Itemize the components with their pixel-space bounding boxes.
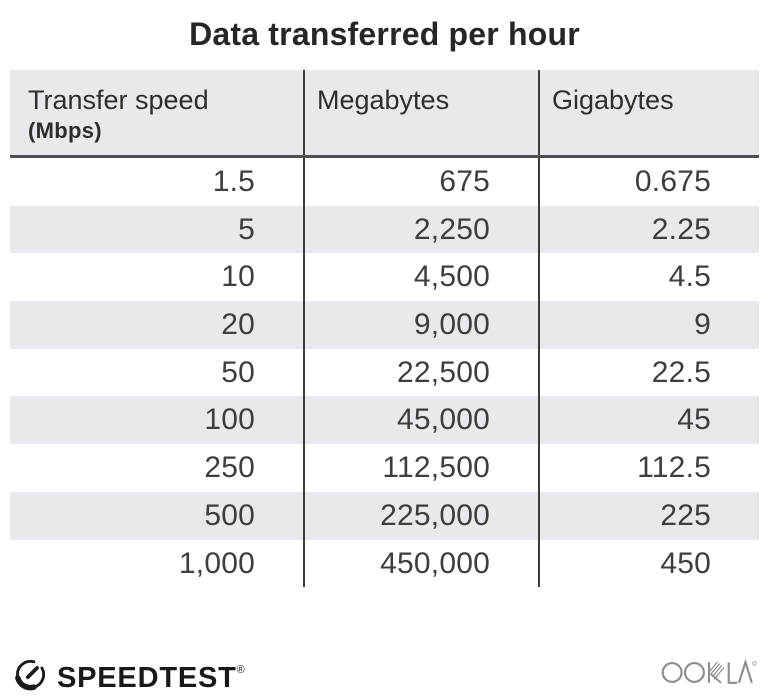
speedometer-gauge-icon [15,659,46,690]
table-cell: 4,500 [303,253,538,302]
table-cell: 10 [221,260,255,294]
table-cell: 50 [221,355,255,389]
table-cell: 250 [204,451,255,485]
table-cell: 1,000 [178,546,255,580]
table-row: 10 4,500 4.5 [10,253,759,302]
table-row: 50 22,500 22.5 [10,348,759,397]
data-table: Transfer speed (Mbps) Megabytes Gigabyte… [10,70,759,588]
table-cell: 22.5 [538,348,759,397]
page-title: Data transferred per hour [189,16,580,52]
header-unit-label: (Mbps) [28,118,102,143]
table-cell: 9 [538,301,759,349]
table-cell: 4.5 [538,253,759,302]
table-row: 100 45,000 45 [10,396,759,445]
speedtest-logo: SPEEDTEST® [13,652,245,696]
speedtest-wordmark: SPEEDTEST® [57,652,245,696]
table-cell: 45,000 [303,396,538,445]
table-cell: 22,500 [303,348,538,397]
table-cell: 2,250 [303,205,538,254]
table-cell: 225 [538,491,759,540]
header-label: Transfer speed [28,85,209,115]
header-cell-gigabytes: Gigabytes [538,70,759,155]
table-cell: 675 [303,158,538,206]
speedtest-label: SPEEDTEST [57,662,237,694]
table-cell: 225,000 [303,491,538,540]
header-label: Gigabytes [552,85,674,115]
table-cell: 450,000 [303,539,538,588]
table-cell: 1.5 [212,165,255,198]
header-label: Megabytes [317,85,450,115]
header-cell-transfer-speed: Transfer speed (Mbps) [10,70,303,155]
table-cell: 100 [204,403,255,437]
ookla-logo [661,658,757,691]
table-row: 250 112,500 112.5 [10,444,759,492]
header-cell-megabytes: Megabytes [303,70,538,155]
table-cell: 5 [238,212,255,246]
table-cell: 450 [538,539,759,588]
table-cell: 112,500 [303,444,538,492]
table-cell: 0.675 [538,158,759,206]
table-body: 1.5 675 0.675 5 2,250 2.25 10 4,500 4.5 20 9,000 9 5… [10,158,759,588]
table-cell: 2.25 [538,205,759,254]
table-row: 5 2,250 2.25 [10,205,759,254]
table-cell: 112.5 [538,444,759,492]
ookla-wordmark [661,658,757,684]
table-row: 500 225,000 225 [10,491,759,540]
table-row: 1.5 675 0.675 [10,158,759,206]
table-cell: 20 [221,308,255,342]
table-header-row: Transfer speed (Mbps) Megabytes Gigabyte… [10,70,759,158]
table-row: 20 9,000 9 [10,301,759,349]
table-cell: 9,000 [303,301,538,349]
registered-trademark-symbol: ® [236,664,245,676]
table-row: 1,000 450,000 450 [10,539,759,588]
table-cell: 45 [538,396,759,445]
table-cell: 500 [204,498,255,532]
